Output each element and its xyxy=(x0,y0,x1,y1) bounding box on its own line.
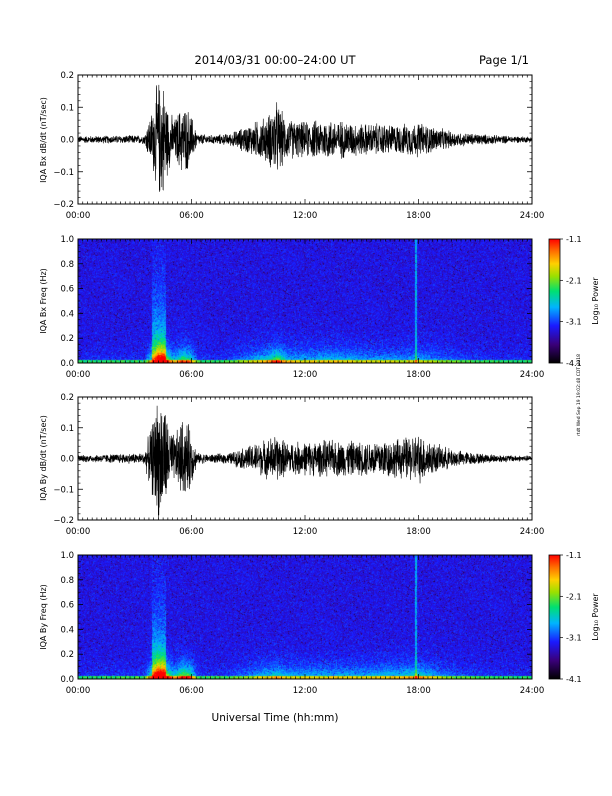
colorbar-ticks: -1.1 -2.1 -3.1 -4.1 xyxy=(560,551,582,684)
y-tick-label: −0.1 xyxy=(53,168,74,178)
page-indicator: Page 1/1 xyxy=(479,53,529,67)
panel-bx-dbdt: 0.2 0.1 0.0 −0.1 −0.2 00:00 06:00 12:00 18:00 24… xyxy=(39,71,544,221)
y-tick-label: 1.0 xyxy=(60,551,74,561)
x-tick-label: 00:00 xyxy=(66,211,91,221)
by-dbdt-trace xyxy=(77,405,533,521)
x-axis-label: Universal Time (hh:mm) xyxy=(212,712,339,724)
panel-by-spectrogram: 1.0 0.8 0.6 0.4 0.2 0.0 00:00 06:00 12:00 18:00 2… xyxy=(39,551,544,696)
y-tick-label: 0.8 xyxy=(60,576,74,586)
x-tick-label: 18:00 xyxy=(406,527,431,537)
colorbar-tick-label: -4.1 xyxy=(566,675,582,684)
y-ticks: 0.2 0.1 0.0 −0.1 −0.2 xyxy=(53,71,532,210)
y-tick-label: 0.1 xyxy=(60,424,74,434)
y-ticks: 1.0 0.8 0.6 0.4 0.2 0.0 xyxy=(60,551,532,685)
x-ticks: 00:00 06:00 12:00 18:00 24:00 xyxy=(66,397,545,537)
y-ticks: 0.2 0.1 0.0 −0.1 −0.2 xyxy=(53,393,532,526)
y-tick-label: 0.2 xyxy=(60,650,74,660)
x-tick-label: 24:00 xyxy=(520,211,545,221)
x-tick-label: 12:00 xyxy=(293,211,318,221)
colorbar-tick-label: -1.1 xyxy=(566,235,582,244)
colorbar-top: -1.1 -2.1 -3.1 -4.1 Log₁₀ Power xyxy=(548,235,600,368)
y-tick-label: −0.1 xyxy=(53,485,74,495)
colorbar-tick-label: -4.1 xyxy=(566,359,582,368)
y-tick-label: 0.4 xyxy=(60,625,74,635)
trace-line xyxy=(77,84,533,192)
y-tick-label: 0.6 xyxy=(60,285,74,295)
bx-freq-ylabel: IQA Bx Freq (Hz) xyxy=(39,268,48,334)
x-tick-label: 18:00 xyxy=(406,211,431,221)
x-tick-label: 24:00 xyxy=(520,686,545,696)
y-tick-label: 0.0 xyxy=(60,136,74,146)
y-tick-label: −0.2 xyxy=(53,200,74,210)
y-tick-label: 0.6 xyxy=(60,601,74,611)
y-tick-label: 0.2 xyxy=(60,71,74,81)
y-tick-label: 0.0 xyxy=(60,359,74,369)
x-ticks: 00:00 06:00 12:00 18:00 24:00 xyxy=(66,75,545,221)
colorbar-bottom-label: Log₁₀ Power xyxy=(591,593,600,641)
x-ticks: 00:00 06:00 12:00 18:00 24:00 xyxy=(66,239,545,380)
y-tick-label: 0.2 xyxy=(60,334,74,344)
colorbar-top-label: Log₁₀ Power xyxy=(591,277,600,325)
y-ticks: 1.0 0.8 0.6 0.4 0.2 0.0 xyxy=(60,235,532,369)
x-tick-label: 12:00 xyxy=(293,527,318,537)
colorbar-tick-label: -3.1 xyxy=(566,634,582,643)
bx-dbdt-trace xyxy=(77,84,533,192)
panel-bx-spectrogram: 1.0 0.8 0.6 0.4 0.2 0.0 00:00 06:00 12:00 18:00 2… xyxy=(39,235,544,380)
x-tick-label: 18:00 xyxy=(406,370,431,380)
x-tick-label: 12:00 xyxy=(293,686,318,696)
colorbar-tick-label: -3.1 xyxy=(566,318,582,327)
y-tick-label: 1.0 xyxy=(60,235,74,245)
bx-dbdt-ylabel: IQA Bx dB/dt (nT/sec) xyxy=(39,97,48,183)
by-dbdt-ylabel: IQA By dB/dt (nT/sec) xyxy=(39,415,48,501)
x-tick-label: 24:00 xyxy=(520,527,545,537)
x-tick-label: 12:00 xyxy=(293,370,318,380)
trace-line xyxy=(77,405,533,521)
x-tick-label: 06:00 xyxy=(179,686,204,696)
x-tick-label: 00:00 xyxy=(66,370,91,380)
x-tick-label: 06:00 xyxy=(179,211,204,221)
y-tick-label: 0.2 xyxy=(60,393,74,403)
colorbar-tick-label: -1.1 xyxy=(566,551,582,560)
x-tick-label: 06:00 xyxy=(179,370,204,380)
y-tick-label: 0.1 xyxy=(60,103,74,113)
x-tick-label: 00:00 xyxy=(66,527,91,537)
panel-by-dbdt: 0.2 0.1 0.0 −0.1 −0.2 00:00 06:00 12:00 18:00 24… xyxy=(39,393,544,537)
timestamp-note: rtdt Wed Sep 19 19:02:48 CDT 2018 xyxy=(576,354,582,436)
y-tick-label: 0.4 xyxy=(60,309,74,319)
y-tick-label: 0.8 xyxy=(60,260,74,270)
colorbar-ticks: -1.1 -2.1 -3.1 -4.1 xyxy=(560,235,582,368)
y-tick-label: −0.2 xyxy=(53,516,74,526)
plot-title: 2014/03/31 00:00–24:00 UT xyxy=(194,53,356,67)
x-tick-label: 24:00 xyxy=(520,370,545,380)
colorbar-bottom: -1.1 -2.1 -3.1 -4.1 Log₁₀ Power xyxy=(548,551,600,684)
y-tick-label: 0.0 xyxy=(60,675,74,685)
x-tick-label: 18:00 xyxy=(406,686,431,696)
colorbar-tick-label: -2.1 xyxy=(566,592,582,601)
bx-spectrogram-image xyxy=(78,239,532,363)
colorbar-tick-label: -2.1 xyxy=(566,276,582,285)
y-tick-label: 0.0 xyxy=(60,455,74,465)
x-tick-label: 00:00 xyxy=(66,686,91,696)
by-freq-ylabel: IQA By Freq (Hz) xyxy=(39,584,48,650)
x-tick-label: 06:00 xyxy=(179,527,204,537)
by-spectrogram-image xyxy=(78,555,532,679)
x-ticks: 00:00 06:00 12:00 18:00 24:00 xyxy=(66,555,545,696)
